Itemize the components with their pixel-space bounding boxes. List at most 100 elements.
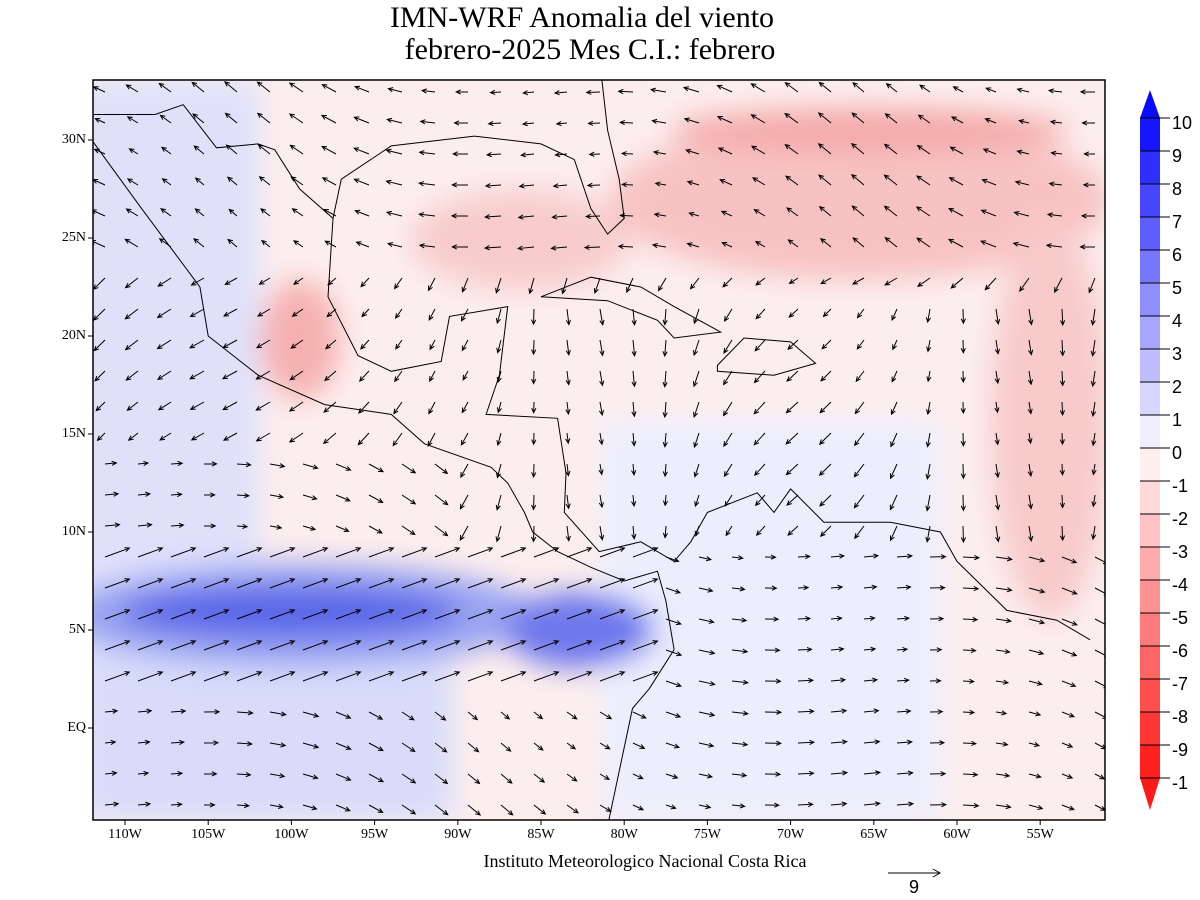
wind-arrow bbox=[125, 84, 139, 93]
wind-arrow bbox=[104, 522, 121, 528]
wind-arrow bbox=[665, 649, 683, 657]
wind-arrow bbox=[401, 494, 417, 505]
wind-arrow bbox=[500, 711, 511, 720]
colorbar-label: 4 bbox=[1172, 311, 1182, 331]
wind-arrow bbox=[1061, 587, 1078, 595]
wind-arrow bbox=[885, 83, 898, 93]
wind-arrow bbox=[1028, 804, 1044, 810]
wind-arrow bbox=[393, 277, 403, 290]
wind-arrow bbox=[487, 120, 502, 127]
colorbar-box bbox=[1140, 679, 1160, 713]
wind-arrow bbox=[292, 240, 304, 248]
wind-arrow bbox=[599, 547, 626, 558]
wind-arrow bbox=[764, 647, 781, 653]
wind-arrow bbox=[617, 88, 634, 95]
wind-arrow bbox=[434, 640, 461, 651]
wind-arrow bbox=[657, 277, 667, 292]
wind-arrow bbox=[929, 771, 947, 777]
wind-arrow bbox=[995, 679, 1010, 685]
wind-arrow bbox=[797, 801, 814, 808]
wind-arrow bbox=[104, 739, 117, 746]
wind-arrow bbox=[533, 578, 560, 589]
wind-arrow bbox=[227, 238, 238, 248]
wind-arrow bbox=[467, 671, 494, 682]
wind-arrow bbox=[1049, 119, 1063, 125]
wind-arrow bbox=[189, 339, 205, 349]
wind-arrow bbox=[323, 370, 337, 382]
wind-arrow bbox=[496, 463, 502, 479]
wind-arrow bbox=[962, 740, 978, 747]
wind-arrow bbox=[786, 370, 799, 382]
wind-arrow bbox=[694, 525, 700, 537]
wind-arrow bbox=[228, 208, 238, 217]
wind-arrow bbox=[698, 587, 714, 593]
wind-arrow bbox=[566, 742, 577, 750]
wind-arrow bbox=[302, 804, 318, 811]
wind-arrow bbox=[489, 89, 502, 95]
wind-arrow bbox=[189, 370, 205, 380]
wind-arrow bbox=[686, 242, 700, 248]
wind-arrow bbox=[566, 640, 593, 651]
wind-arrow bbox=[531, 339, 537, 356]
wind-arrow bbox=[1012, 241, 1030, 248]
wind-arrow bbox=[124, 238, 139, 248]
wind-arrow bbox=[161, 178, 172, 186]
wind-arrow bbox=[960, 370, 966, 384]
wind-arrow bbox=[257, 308, 271, 317]
wind-arrow bbox=[994, 401, 1000, 414]
wind-arrow bbox=[889, 525, 898, 542]
wind-arrow bbox=[896, 646, 909, 653]
wind-arrow bbox=[1059, 339, 1066, 357]
wind-arrow bbox=[764, 678, 782, 684]
wind-arrow bbox=[719, 179, 733, 186]
wind-arrow bbox=[461, 401, 469, 414]
wind-arrow bbox=[632, 640, 659, 651]
wind-arrow bbox=[93, 339, 106, 352]
colorbar-label: -9 bbox=[1172, 740, 1188, 760]
wind-arrow bbox=[401, 463, 417, 474]
colorbar-label: -7 bbox=[1172, 674, 1188, 694]
wind-arrow bbox=[170, 547, 197, 558]
wind-arrow bbox=[1027, 463, 1033, 478]
wind-arrow bbox=[960, 494, 966, 512]
wind-arrow bbox=[533, 671, 560, 682]
wind-arrow bbox=[1094, 773, 1105, 780]
wind-arrow bbox=[531, 370, 537, 385]
wind-arrow bbox=[686, 180, 700, 186]
wind-arrow bbox=[631, 339, 637, 358]
wind-arrow bbox=[467, 711, 479, 721]
wind-arrow bbox=[632, 773, 644, 780]
wind-arrow bbox=[360, 277, 370, 288]
wind-arrow bbox=[453, 120, 469, 126]
wind-arrow bbox=[222, 339, 238, 349]
wind-arrow bbox=[255, 401, 271, 411]
wind-arrow bbox=[170, 671, 197, 682]
colorbar-arrow-top bbox=[1140, 90, 1160, 118]
colorbar-label: 8 bbox=[1172, 179, 1182, 199]
wind-arrow bbox=[401, 773, 417, 784]
wind-arrow bbox=[620, 182, 634, 188]
wind-arrow bbox=[500, 773, 513, 784]
wind-arrow bbox=[586, 182, 601, 188]
wind-arrow bbox=[368, 578, 395, 589]
wind-arrow bbox=[788, 308, 799, 318]
wind-arrow bbox=[452, 151, 469, 157]
wind-arrow bbox=[459, 525, 469, 542]
wind-arrow bbox=[1061, 649, 1078, 657]
wind-arrow bbox=[500, 671, 527, 682]
wind-arrow bbox=[189, 308, 205, 318]
wind-arrow bbox=[236, 609, 263, 620]
wind-arrow bbox=[883, 143, 898, 155]
colorbar-box bbox=[1140, 118, 1160, 152]
colorbar-box bbox=[1140, 481, 1160, 515]
wind-arrow bbox=[552, 183, 568, 189]
wind-arrow bbox=[786, 207, 799, 217]
anomaly-field bbox=[93, 80, 1105, 820]
wind-arrow bbox=[599, 308, 605, 326]
wind-arrow bbox=[722, 401, 733, 417]
wind-arrow bbox=[269, 773, 286, 779]
wind-arrow bbox=[1054, 277, 1063, 294]
wind-arrow bbox=[1080, 213, 1096, 219]
wind-arrow bbox=[193, 238, 205, 248]
wind-arrow bbox=[565, 432, 571, 445]
